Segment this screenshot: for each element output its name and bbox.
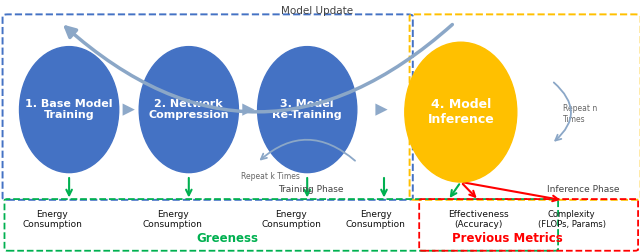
Ellipse shape xyxy=(404,42,517,182)
Text: Energy
Consumption: Energy Consumption xyxy=(22,210,83,229)
Text: Energy
Consumption: Energy Consumption xyxy=(261,210,321,229)
Ellipse shape xyxy=(257,47,357,173)
Text: 3. Model
Re-Training: 3. Model Re-Training xyxy=(273,99,342,120)
Text: Model Update: Model Update xyxy=(281,6,353,16)
Text: Effectiveness
(Accuracy): Effectiveness (Accuracy) xyxy=(449,210,509,229)
Text: Energy
Consumption: Energy Consumption xyxy=(346,210,406,229)
Text: 2. Network
Compression: 2. Network Compression xyxy=(148,99,229,120)
Text: 4. Model
Inference: 4. Model Inference xyxy=(428,98,494,126)
Text: Previous Metrics: Previous Metrics xyxy=(452,232,563,245)
Text: Repeat k Times: Repeat k Times xyxy=(241,172,300,181)
Text: Energy
Consumption: Energy Consumption xyxy=(143,210,203,229)
Text: 1. Base Model
Training: 1. Base Model Training xyxy=(26,99,113,120)
Text: Inference Phase: Inference Phase xyxy=(547,185,620,194)
Ellipse shape xyxy=(140,47,238,173)
Text: Complexity
(FLOPs, Params): Complexity (FLOPs, Params) xyxy=(538,210,605,229)
Text: Greeness: Greeness xyxy=(196,232,258,245)
Text: Repeat n
Times: Repeat n Times xyxy=(563,104,598,123)
Ellipse shape xyxy=(20,47,119,173)
Text: Training Phase: Training Phase xyxy=(278,185,344,194)
